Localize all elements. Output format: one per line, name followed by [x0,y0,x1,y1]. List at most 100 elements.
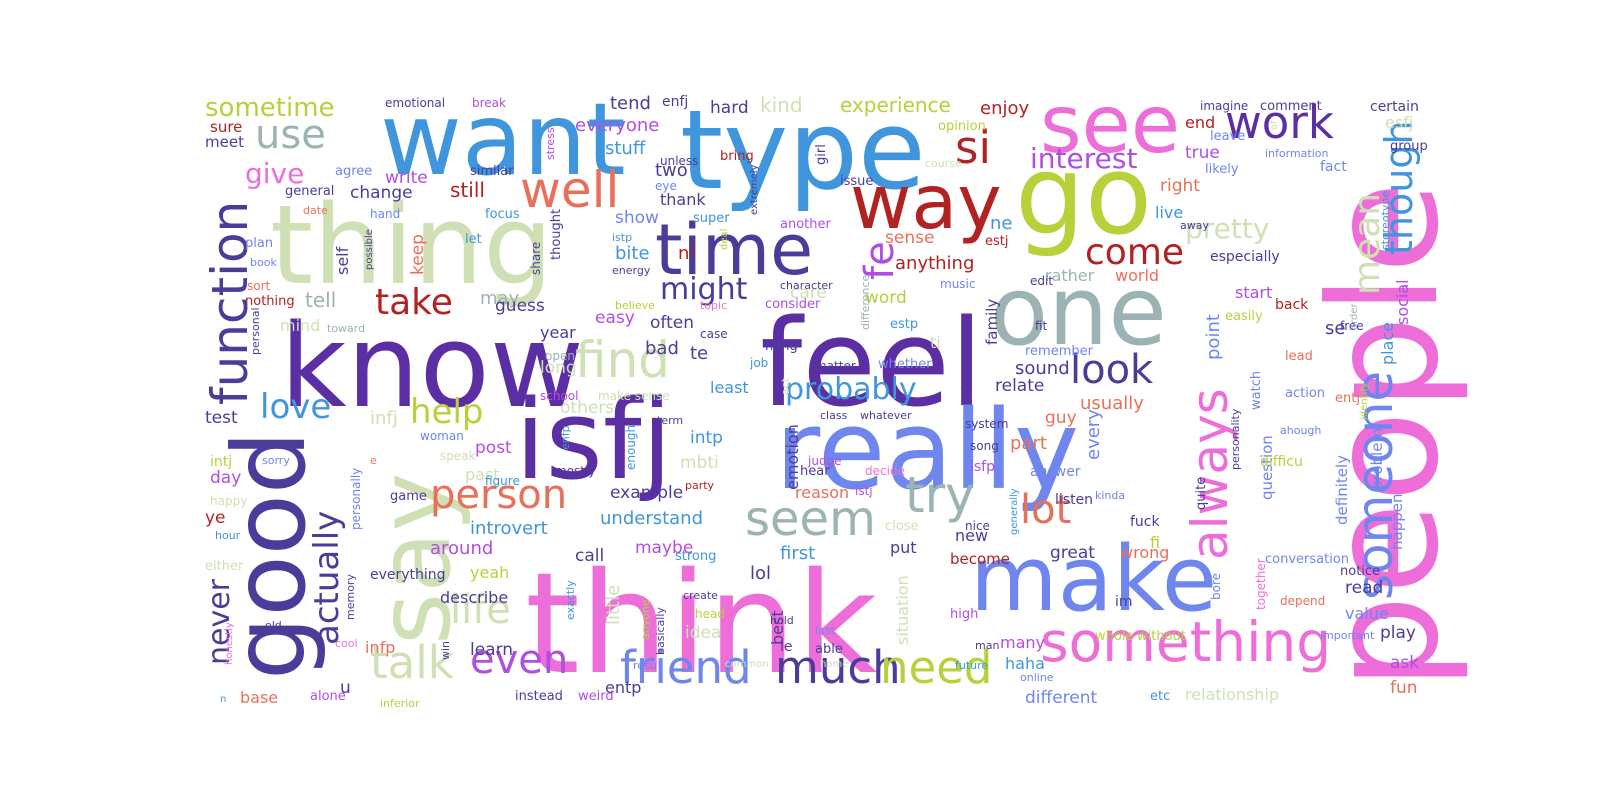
word-focus: focus [485,207,520,222]
word-toward: toward [327,322,366,335]
word-know: know [280,300,584,434]
word-of: of [1269,120,1280,130]
word-well: well [520,161,620,219]
word-sound: sound [1015,358,1070,379]
word-topic: topic [700,299,728,312]
word-may: may [480,288,520,309]
word-figure: figure [485,474,520,488]
word-imagine: imagine [1200,99,1249,113]
word-cool: cool [335,637,358,650]
word-answer: answer [1030,464,1081,480]
word-fuck: fuck [1130,514,1160,530]
word-even: even [470,637,569,683]
word-conversation: conversation [1265,552,1350,567]
word-home: home [820,659,849,670]
word-book: book [250,256,277,269]
word-thought: thought [549,208,564,260]
word-future: future [955,659,989,672]
word-head: head [695,607,725,621]
word-memory: memory [344,574,357,620]
word-either: either [205,559,244,574]
word-sure: sure [210,118,243,136]
word-im: im [1115,594,1133,610]
word-back: back [1275,297,1309,313]
word-case: case [700,327,728,341]
word-sort: sort [247,279,271,293]
word-least: least [710,378,749,397]
word-lol: lol [750,563,772,584]
word-class: class [820,409,848,422]
word-estj: estj [985,234,1009,249]
word-agree: agree [335,164,373,179]
word-everything: everything [370,567,446,583]
word-resu: resu [633,659,657,672]
word-depend: depend [1280,594,1326,608]
word-kind: kind [760,93,803,117]
word-probably: probably [785,372,917,407]
word-emotion: emotion [783,424,802,490]
word-system: system [965,417,1009,431]
word-want: want [380,81,626,198]
word-enfj: enfj [662,94,689,110]
word-still: still [450,178,485,202]
word-bring: bring [720,149,754,164]
word-part: part [1010,433,1047,454]
word-matter: matter [815,359,856,373]
word-type: type [680,86,926,214]
word-eye: eye [655,179,677,193]
word-relationship: relationship [1185,685,1280,704]
word-close: close [885,519,919,534]
word-judge: judge [808,454,842,468]
word-without: without [1137,629,1186,644]
word-mind: mind [280,316,321,335]
word-super: super [693,211,730,226]
word-song: song [970,439,999,453]
word-value: value [1345,604,1389,623]
word-n: n [220,694,227,705]
word-usually: usually [1080,393,1144,414]
word-share: share [529,241,543,275]
word-sometime: sometime [205,93,335,123]
word-win: win [439,640,452,660]
word-term: term [657,414,684,427]
word-yeah: yeah [470,563,510,582]
word-first: first [780,543,816,564]
word-kinda: kinda [1095,489,1126,502]
word-ti: ti [930,333,941,352]
word-everyone: everyone [575,115,660,136]
word-think: think [525,543,878,706]
word-weird: weird [578,689,614,704]
word-personally: personally [349,467,363,530]
word-interest: interest [1030,142,1138,175]
word-post: post [475,438,512,458]
word-read: read [1345,578,1384,598]
word-estp: estp [890,317,919,332]
word-especially: especially [1210,249,1280,265]
word-u: u [340,678,351,698]
word-date: date [303,204,328,217]
word-might: might [660,272,748,307]
word-entj: entj [1335,391,1360,406]
word-intj: intj [210,454,233,470]
word-hand: hand [370,207,401,221]
word-etc: etc [1150,689,1171,704]
word-work: work [1225,96,1334,149]
word-day: day [210,468,242,488]
word-lead: lead [1285,349,1313,364]
word-play: play [1380,623,1416,643]
word-ask: ask [1390,653,1420,673]
word-much: much [775,641,901,694]
word-something: something [1040,610,1332,674]
word-look: look [1070,347,1154,393]
word-alone: alone [310,689,346,704]
word-call: call [575,546,605,566]
word-enough: enough [624,424,638,470]
word-understand: understand [600,508,704,529]
word-create: create [683,589,718,602]
word-believe: believe [615,299,655,312]
word-maybe: maybe [635,538,694,558]
word-guy: guy [1045,408,1077,428]
word-actually: actually [307,510,347,645]
word-introvert: introvert [470,518,548,539]
